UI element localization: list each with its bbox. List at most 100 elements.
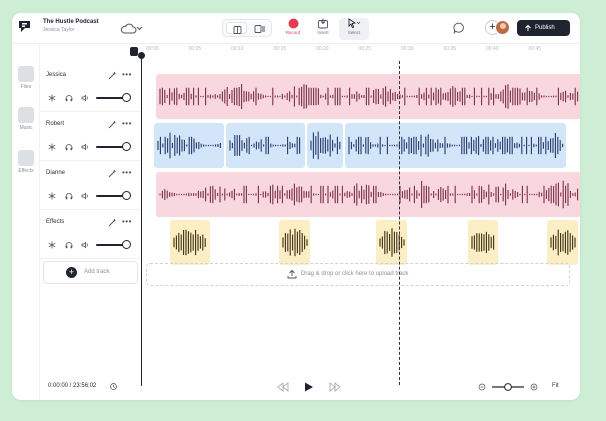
project-info[interactable]: The Hustle Podcast Jessica Taylor [43,19,99,33]
record-button[interactable]: Record [280,18,306,40]
volume-slider-knob[interactable] [122,93,131,102]
audio-clip-robert[interactable] [226,123,305,168]
magic-wand-icon[interactable] [108,71,117,80]
zoom-out-icon[interactable] [478,383,486,391]
track-control-robert: Robert ••• [40,112,140,161]
headphones-icon[interactable] [65,143,73,151]
track-name[interactable]: Robert [46,121,65,127]
magic-wand-icon[interactable] [108,218,117,227]
more-options-icon[interactable]: ••• [122,70,132,79]
layout-single-icon [233,26,242,34]
speaker-icon[interactable] [81,143,89,151]
audio-clip-dianne[interactable] [156,172,580,217]
speaker-icon[interactable] [81,192,89,200]
audio-clip-robert[interactable] [345,123,566,168]
track-lane-jessica[interactable] [142,63,580,119]
audio-clip-robert[interactable] [307,123,343,168]
track-control-jessica: Jessica ••• [40,63,140,112]
play-icon[interactable] [305,382,313,392]
app-logo-icon[interactable] [18,20,32,36]
audio-clip-jessica[interactable] [156,74,580,119]
snowflake-icon[interactable] [48,241,56,249]
clock-icon[interactable] [110,383,117,390]
record-icon [288,18,298,29]
playhead[interactable] [141,52,142,386]
speaker-icon[interactable] [81,241,89,249]
files-icon [18,66,34,82]
more-options-icon[interactable]: ••• [122,119,132,128]
volume-slider-track[interactable] [96,244,126,246]
headphones-icon[interactable] [65,241,73,249]
view-toggle-split[interactable] [249,22,270,34]
publish-button[interactable]: Publish [517,20,570,36]
track-name[interactable]: Jessica [46,72,67,78]
more-options-icon[interactable]: ••• [122,168,132,177]
fit-button[interactable]: Fit [552,383,559,389]
waveform [229,135,301,156]
snowflake-icon[interactable] [48,192,56,200]
track-lane-effects[interactable] [142,210,580,265]
sidebar-item-music[interactable]: Music [16,107,36,131]
ruler-tick-label: 00:15 [273,46,287,52]
headphones-icon[interactable] [65,192,73,200]
top-bar: The Hustle Podcast Jessica Taylor [12,13,580,44]
volume-slider-knob[interactable] [122,240,131,249]
insert-button[interactable]: Insert [310,18,336,40]
ruler-tick-label: 00:30 [401,46,414,52]
sidebar-item-files[interactable]: Files [16,66,36,90]
volume-slider-knob[interactable] [122,142,131,151]
more-options-icon[interactable]: ••• [122,217,132,226]
track-lane-dianne[interactable] [142,161,580,217]
track-name[interactable]: Effects [46,219,65,225]
playhead-handle[interactable] [130,47,138,56]
ruler-tick-label: 00:35 [443,46,457,52]
cloud-sync-icon[interactable] [120,22,144,35]
audio-clip-effects[interactable] [547,220,578,265]
view-toggle-single[interactable] [226,22,247,34]
track-control-effects: Effects ••• [40,210,140,259]
comment-icon[interactable] [453,22,465,34]
ruler-tick-label: 00:10 [231,46,244,52]
time-ruler[interactable]: 00:00 00:05 00:10 00:15 00:20 00:25 00:30 00:35… [142,44,580,58]
audio-clip-effects[interactable] [468,220,498,265]
audio-clip-robert[interactable] [154,123,224,168]
ruler-tick-label: 00:40 [486,46,499,52]
magic-wand-icon[interactable] [108,169,117,178]
sidebar-item-label: Effects [18,168,34,174]
fast-forward-icon[interactable] [329,382,341,392]
add-track-button[interactable]: + Add track [43,261,138,284]
cursor-arrow-icon [348,18,361,29]
rewind-icon[interactable] [277,382,289,392]
snowflake-icon[interactable] [48,143,56,151]
volume-slider-track[interactable] [96,146,126,148]
waveform [157,132,221,159]
avatar[interactable] [495,20,510,35]
audio-clip-effects[interactable] [376,220,407,265]
zoom-in-icon[interactable] [530,383,538,391]
audio-clip-effects[interactable] [279,220,310,265]
playhead-cap[interactable] [138,52,145,59]
plus-icon: + [66,267,77,278]
track-lane-robert[interactable] [142,112,580,168]
volume-slider-knob[interactable] [122,191,131,200]
speaker-icon[interactable] [81,94,89,102]
zoom-control[interactable] [478,381,538,393]
insert-icon [318,18,328,29]
volume-slider-track[interactable] [96,97,126,99]
timeline[interactable]: 00:00 00:05 00:10 00:15 00:20 00:25 00:30 00:35… [130,44,580,386]
upload-label: Drag & drop or click here to upload trac… [301,271,409,277]
magic-wand-icon[interactable] [108,120,117,129]
snowflake-icon[interactable] [48,94,56,102]
waveform [348,132,564,159]
upload-dropzone[interactable]: Drag & drop or click here to upload trac… [146,263,570,286]
audio-clip-effects[interactable] [170,220,210,265]
headphones-icon[interactable] [65,94,73,102]
sidebar-item-effects[interactable]: Effects [16,150,36,174]
select-button[interactable]: Select [339,18,369,40]
track-name[interactable]: Dianne [46,170,66,176]
publish-label: Publish [535,25,555,31]
volume-slider-track[interactable] [96,195,126,197]
waveform [471,231,495,254]
waveform [159,84,579,109]
zoom-knob[interactable] [504,383,512,391]
